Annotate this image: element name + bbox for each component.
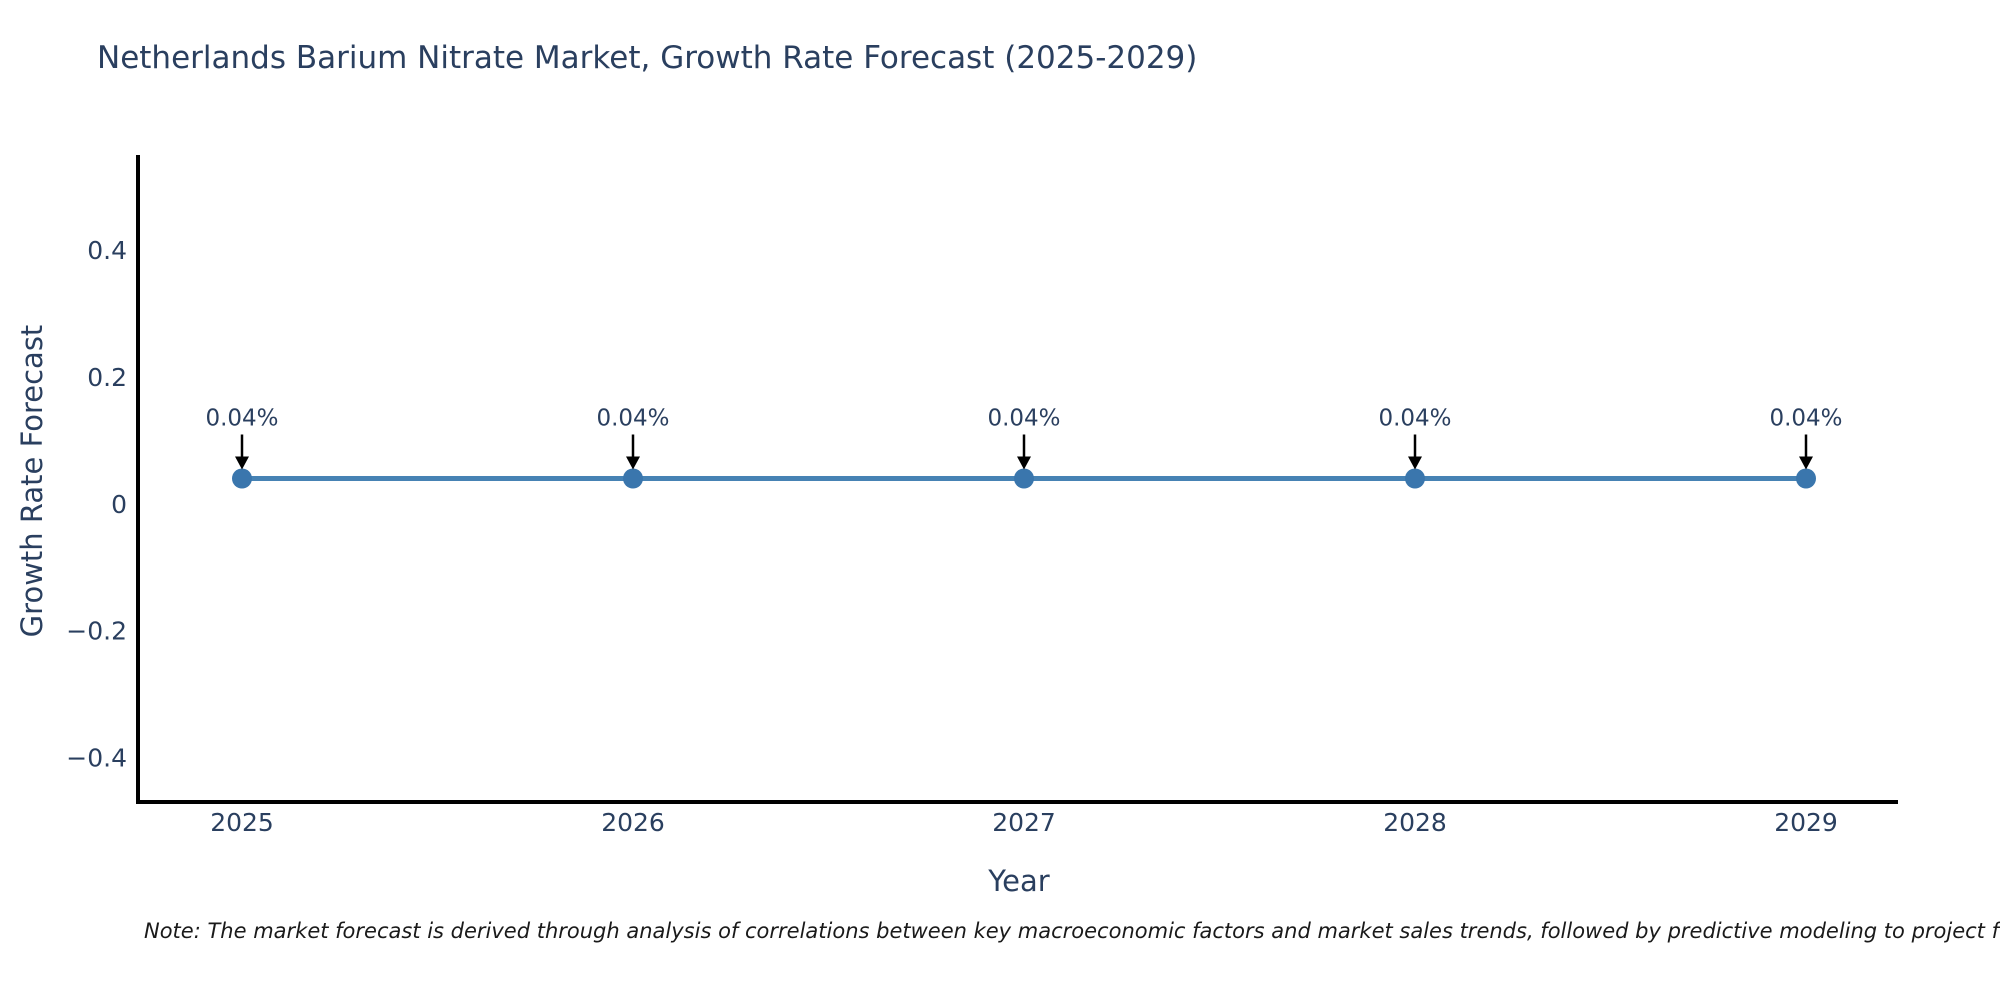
point-annotation-label: 0.04% [987, 406, 1060, 432]
point-annotation-label: 0.04% [1769, 406, 1842, 432]
x-tick-label: 2027 [992, 808, 1056, 837]
annotation-arrow-head [1408, 456, 1422, 470]
axes-layer [136, 155, 1898, 804]
y-tick-label: −0.2 [66, 617, 127, 646]
y-tick-label: 0.2 [87, 363, 127, 392]
footnote: Note: The market forecast is derived thr… [144, 919, 2000, 943]
y-axis-title: Growth Rate Forecast [15, 324, 49, 638]
x-axis-title: Year [988, 864, 1050, 898]
data-point-marker [232, 468, 252, 489]
point-annotation-label: 0.04% [1378, 406, 1451, 432]
y-tick-label: 0.4 [87, 236, 127, 265]
data-point-marker [1014, 468, 1034, 489]
x-tick-label: 2028 [1383, 808, 1447, 837]
point-annotation-label: 0.04% [596, 406, 669, 432]
annotation-arrow-head [235, 456, 249, 470]
ticks-layer: 0.4 0.2 0 −0.2 −0.4 2025 2026 2027 2028 2029 [66, 236, 1838, 837]
data-point-marker [1405, 468, 1425, 489]
data-point-marker [623, 468, 643, 489]
annotation-arrow-head [1799, 456, 1813, 470]
y-tick-label: 0 [111, 490, 127, 519]
chart-title: Netherlands Barium Nitrate Market, Growt… [97, 40, 1198, 76]
annotation-arrow-head [626, 456, 640, 470]
data-point-marker [1796, 468, 1816, 489]
series-layer [232, 468, 1816, 489]
annotations-layer: 0.04% 0.04% 0.04% 0.04% 0.04% [205, 406, 1843, 470]
point-annotation-label: 0.04% [205, 406, 278, 432]
x-tick-label: 2029 [1774, 808, 1838, 837]
y-tick-label: −0.4 [66, 744, 127, 773]
x-tick-label: 2026 [601, 808, 665, 837]
x-tick-label: 2025 [210, 808, 274, 837]
annotation-arrow-head [1017, 456, 1031, 470]
